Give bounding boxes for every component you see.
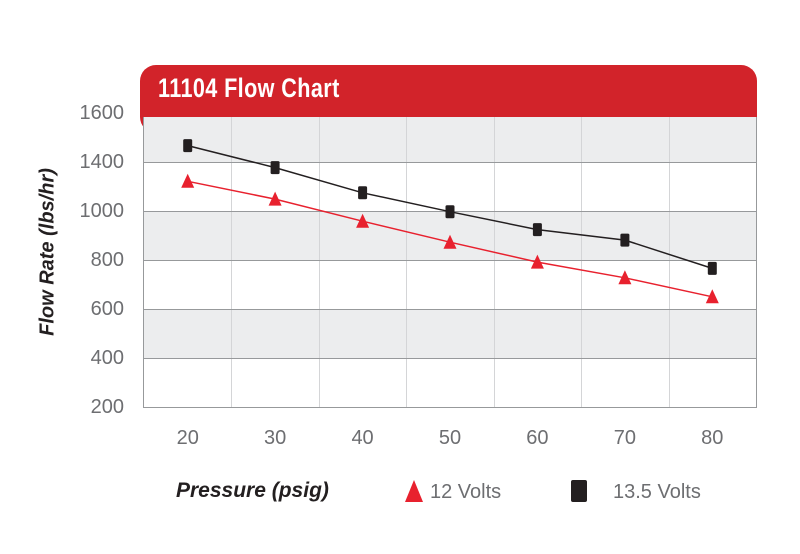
vertical-gridline	[231, 117, 233, 407]
horizontal-gridline	[144, 260, 756, 261]
legend-label-13-5-volts: 13.5 Volts	[613, 481, 701, 503]
y-tick-label-200: 200	[90, 396, 124, 418]
plot-band	[144, 309, 756, 358]
x-axis-title: Pressure (psig)	[176, 479, 329, 502]
marker-13.5-volts-40psig	[358, 186, 368, 200]
marker-12-volts-40psig	[356, 213, 370, 228]
y-tick-label-1400: 1400	[79, 151, 125, 173]
vertical-gridline	[581, 117, 583, 407]
y-tick-label-1000: 1000	[79, 200, 125, 222]
y-axis-title: Flow Rate (lbs/hr)	[36, 168, 59, 336]
legend-12-volts-triangle-icon	[405, 480, 423, 502]
plot-grid	[144, 117, 756, 407]
marker-12-volts-60psig	[530, 254, 544, 269]
y-tick-label-600: 600	[90, 298, 124, 320]
y-tick-label-400: 400	[90, 347, 124, 369]
x-tick-label-80: 80	[701, 427, 724, 449]
x-tick-label-20: 20	[176, 427, 199, 449]
x-tick-label-30: 30	[264, 427, 287, 449]
x-tick-label-40: 40	[351, 427, 374, 449]
marker-13.5-volts-60psig	[532, 223, 542, 237]
x-tick-label-50: 50	[438, 427, 462, 449]
marker-13.5-volts-50psig	[445, 205, 455, 219]
y-tick-label-1600: 1600	[79, 102, 125, 124]
y-tick-label-800: 800	[90, 249, 124, 271]
x-tick-label-60: 60	[526, 427, 549, 449]
plot-band	[144, 117, 756, 162]
marker-13.5-volts-70psig	[620, 233, 630, 247]
x-tick-label-70: 70	[613, 427, 636, 449]
vertical-gridline	[406, 117, 408, 407]
marker-13.5-volts-80psig	[707, 261, 717, 275]
marker-12-volts-70psig	[618, 270, 632, 285]
chart-series-canvas	[181, 139, 719, 304]
marker-13.5-volts-20psig	[183, 139, 193, 153]
vertical-gridline	[318, 117, 320, 407]
marker-12-volts-30psig	[268, 191, 282, 206]
vertical-gridline	[668, 117, 670, 407]
horizontal-gridline	[144, 309, 756, 310]
chart-title: 11104 Flow Chart	[158, 73, 340, 103]
marker-13.5-volts-30psig	[270, 161, 280, 175]
legend-13-5-volts-square-icon	[571, 480, 587, 502]
horizontal-gridline	[144, 358, 756, 359]
horizontal-gridline	[144, 162, 756, 163]
marker-12-volts-80psig	[705, 289, 719, 304]
marker-12-volts-50psig	[443, 234, 457, 249]
plot-area	[143, 117, 757, 408]
marker-12-volts-20psig	[181, 173, 195, 188]
legend-label-12-volts: 12 Volts	[430, 481, 502, 503]
vertical-gridline	[493, 117, 495, 407]
